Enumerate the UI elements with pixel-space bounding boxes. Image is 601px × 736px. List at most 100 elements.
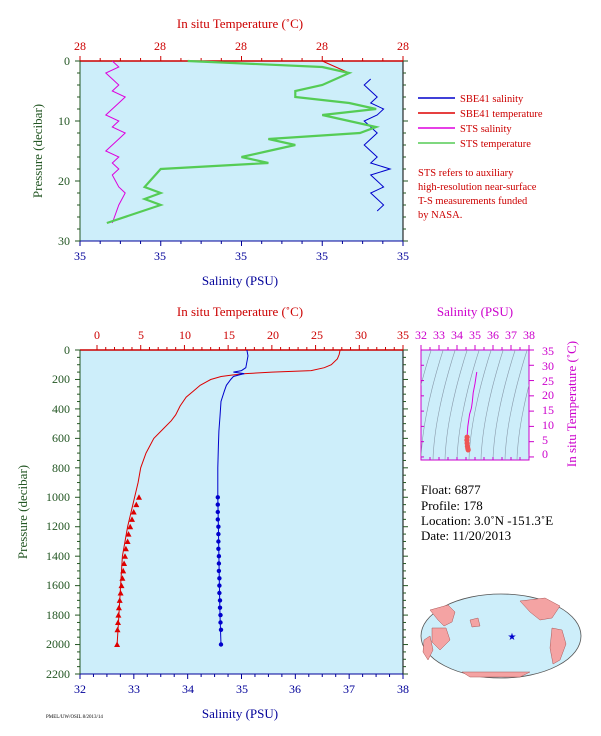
temperature-sample-marker — [116, 597, 123, 603]
land-asia — [429, 604, 456, 627]
bottom-temp-tick-label: 5 — [138, 328, 144, 342]
temperature-sample-marker — [127, 523, 134, 530]
bottom-pressure-tick-label: 1000 — [46, 490, 70, 504]
ts-salinity-axis-title: Salinity (PSU) — [437, 304, 513, 319]
salinity-sample-marker — [215, 517, 220, 522]
location: Location: 3.0˚N -151.3˚E — [421, 513, 553, 528]
bottom-temp-tick-label: 30 — [355, 328, 367, 342]
temperature-sample-marker — [125, 531, 132, 537]
ts-sal-tick-label: 33 — [433, 328, 445, 342]
bottom-pressure-tick-label: 1400 — [46, 549, 70, 563]
bottom-sal-tick-label: 33 — [128, 682, 140, 696]
salinity-sample-marker — [217, 590, 222, 596]
temperature-sample-marker — [117, 590, 124, 596]
ts-tick-marks — [420, 345, 534, 460]
top-pressure-tick-label: 30 — [58, 234, 70, 248]
salinity-sample-marker — [217, 576, 222, 581]
top-series-sts-temperature — [106, 59, 380, 225]
salinity-sample-marker — [218, 620, 223, 625]
bottom-pressure-ticks: 0 200 400 600 800 1000 1200 1400 1600 18… — [46, 343, 70, 681]
ts-temp-tick-label: 15 — [542, 403, 554, 417]
land-south-america — [549, 627, 567, 665]
temperature-sample-marker — [115, 619, 121, 625]
top-temp-tick-label: 28 — [235, 39, 247, 53]
bottom-salinity-line — [217, 349, 249, 645]
bottom-sal-tick-label: 32 — [74, 682, 86, 696]
land-north-america — [519, 597, 561, 621]
top-pressure-axis-title: Pressure (decibar) — [30, 104, 45, 198]
bottom-salinity-axis-title: Salinity (PSU) — [202, 706, 278, 721]
bottom-pressure-tick-label: 600 — [52, 431, 70, 445]
ts-sample-marker — [465, 447, 471, 453]
salinity-sample-marker — [215, 502, 220, 507]
temperature-sample-marker — [130, 509, 137, 515]
salinity-sample-marker — [217, 598, 223, 603]
ts-density-contours — [421, 350, 529, 460]
top-pressure-tick-label: 10 — [58, 114, 70, 128]
salinity-sample-marker — [216, 546, 221, 551]
top-temperature-axis-title: In situ Temperature (˚C) — [177, 16, 303, 31]
salinity-sample-marker — [216, 524, 221, 529]
ts-temperature-ticks: 35 30 25 20 15 10 5 0 — [542, 344, 554, 461]
temperature-sample-marker — [136, 494, 142, 500]
temperature-sample-marker — [115, 604, 122, 611]
ts-sal-tick-label: 32 — [415, 328, 427, 342]
ts-temp-tick-label: 20 — [542, 388, 554, 402]
bottom-sal-tick-label: 34 — [182, 682, 194, 696]
bottom-temp-tick-label: 35 — [397, 328, 409, 342]
ts-temp-tick-label: 30 — [542, 359, 554, 373]
top-series-sts-salinity — [104, 60, 127, 224]
bottom-pressure-tick-label: 200 — [52, 372, 70, 386]
ts-sal-tick-label: 36 — [487, 328, 499, 342]
legend-label-sts-temperature: STS temperature — [460, 139, 531, 150]
ts-series-group — [464, 371, 478, 453]
temperature-sample-marker — [133, 501, 140, 508]
salinity-sample-marker — [216, 568, 222, 574]
ts-temp-tick-label: 5 — [542, 433, 548, 447]
top-salinity-ticks: 35 35 35 35 35 — [74, 249, 409, 263]
top-pressure-tick-label: 20 — [58, 174, 70, 188]
top-panel: In situ Temperature (˚C) 28 28 28 28 28 … — [30, 16, 543, 288]
date: Date: 11/20/2013 — [421, 528, 511, 543]
temperature-sample-marker — [119, 575, 126, 581]
bottom-sal-tick-label: 35 — [236, 682, 248, 696]
ts-sal-tick-label: 37 — [505, 328, 517, 342]
bottom-pressure-tick-label: 2200 — [46, 667, 70, 681]
density-contour — [468, 350, 492, 460]
temperature-sample-marker — [121, 560, 128, 566]
temperature-sample-marker — [124, 538, 131, 544]
bottom-salinity-ticks: 32 33 34 35 36 37 38 — [74, 682, 409, 696]
map-land — [422, 597, 567, 678]
top-temp-tick-label: 28 — [316, 39, 328, 53]
bottom-temp-tick-label: 20 — [267, 328, 279, 342]
ts-plot-area — [420, 349, 530, 461]
legend-label-sbe41-temperature: SBE41 temperature — [460, 109, 543, 120]
land-australasia — [431, 627, 451, 651]
salinity-sample-marker — [215, 509, 220, 515]
bottom-temp-tick-label: 25 — [311, 328, 323, 342]
top-temp-tick-label: 28 — [397, 39, 409, 53]
bottom-pressure-tick-label: 2000 — [46, 637, 70, 651]
salinity-sample-marker — [216, 561, 222, 566]
salinity-sample-marker — [216, 554, 222, 559]
top-sal-tick-label: 35 — [74, 249, 86, 263]
ts-temperature-axis-title: In situ Temperature (˚C) — [564, 341, 579, 467]
temperature-sample-marker — [118, 582, 125, 589]
density-contour — [504, 350, 528, 460]
salinity-sample-marker — [218, 642, 224, 647]
density-contour — [480, 350, 504, 460]
top-series-sbe41-salinity — [363, 78, 392, 212]
bottom-pressure-tick-label: 1800 — [46, 608, 70, 622]
note-line: high-resolution near-surface — [418, 182, 537, 193]
bottom-sal-tick-label: 37 — [343, 682, 355, 696]
density-contour — [444, 350, 468, 460]
ts-temp-tick-label: 10 — [542, 418, 554, 432]
float-id: Float: 6877 — [421, 482, 481, 497]
density-contour — [421, 350, 432, 387]
ts-sal-tick-label: 35 — [469, 328, 481, 342]
ts-panel: Salinity (PSU) 32 33 34 35 36 37 38 35 3… — [415, 304, 579, 467]
temperature-sample-marker — [122, 545, 129, 552]
top-minor-ticks — [75, 56, 408, 246]
density-contour — [456, 350, 480, 460]
